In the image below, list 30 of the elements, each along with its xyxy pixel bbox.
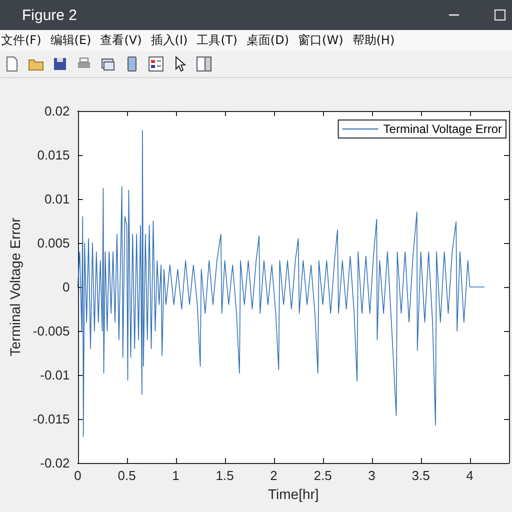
y-tick-label: 0.01 xyxy=(44,192,70,206)
x-tick-label: 1.5 xyxy=(216,468,234,483)
y-tick-label: -0.015 xyxy=(32,412,70,426)
x-tick-label: 0 xyxy=(74,468,82,483)
x-tick-label: 3 xyxy=(368,468,376,483)
text: 帮助(H) xyxy=(352,32,395,49)
text: 查看(V) xyxy=(100,32,142,49)
text: 桌面(D) xyxy=(246,32,290,49)
x-axis-title: Time[hr] xyxy=(268,486,319,502)
legend-label: Terminal Voltage Error xyxy=(383,122,502,136)
y-axis-title: Terminal Voltage Error xyxy=(7,217,23,356)
y-tick-label: -0.005 xyxy=(32,324,70,338)
text: 文件(F) xyxy=(1,32,42,49)
x-tick-label: 3.5 xyxy=(412,468,430,483)
text: 窗口(W) xyxy=(298,32,344,49)
text: 插入(I) xyxy=(150,32,188,49)
x-tick-label: 2.5 xyxy=(314,468,332,483)
chart-title: Figure 2 xyxy=(22,6,78,24)
x-tick-label: 2 xyxy=(270,468,278,483)
text: 编辑(E) xyxy=(50,32,92,49)
y-tick-label: 0.015 xyxy=(37,148,70,162)
text: 工具(T) xyxy=(196,32,238,49)
y-tick-label: -0.01 xyxy=(40,368,70,382)
x-tick-label: 4 xyxy=(466,468,474,483)
x-tick-label: 1 xyxy=(172,468,180,483)
y-tick-label: 0 xyxy=(62,280,70,294)
y-tick-label: 0.02 xyxy=(44,104,70,118)
y-tick-label: -0.02 xyxy=(40,456,70,470)
y-tick-label: 0.005 xyxy=(37,236,70,250)
x-tick-label: 0.5 xyxy=(118,468,136,483)
